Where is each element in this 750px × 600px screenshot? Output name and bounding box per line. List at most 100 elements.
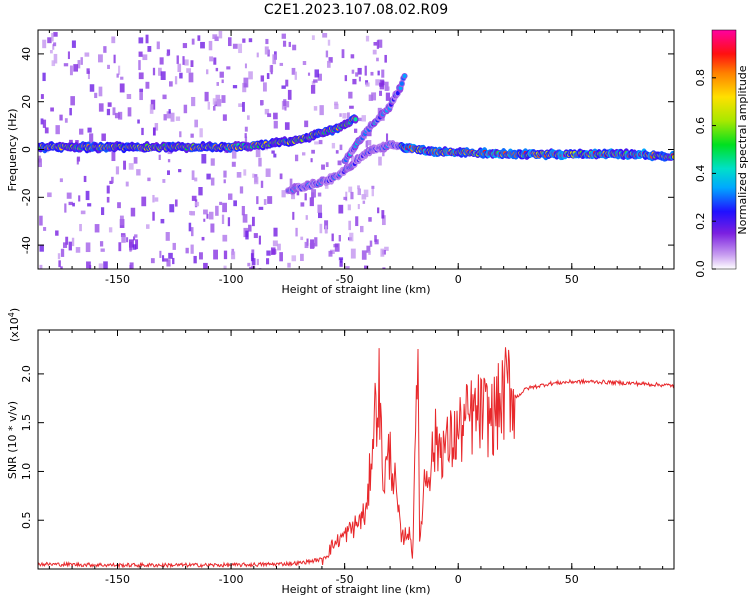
noise-speckle <box>172 257 175 265</box>
noise-speckle <box>326 60 331 68</box>
spectrogram-ytick-label: 0 <box>20 146 33 153</box>
noise-speckle <box>238 103 243 107</box>
chart-title: C2E1.2023.107.08.02.R09 <box>264 2 448 18</box>
noise-speckle <box>228 193 233 200</box>
noise-speckle <box>263 199 267 205</box>
noise-speckle <box>387 86 390 91</box>
noise-speckle <box>231 251 236 260</box>
noise-speckle <box>365 82 370 87</box>
noise-speckle <box>344 75 348 82</box>
noise-speckle <box>266 258 270 265</box>
noise-speckle <box>371 185 375 189</box>
noise-speckle <box>244 126 248 132</box>
noise-speckle <box>115 166 120 175</box>
noise-speckle <box>302 152 306 156</box>
noise-speckle <box>76 157 79 165</box>
noise-speckle <box>328 57 333 63</box>
colorbar-tick-label: 0.6 <box>694 117 707 135</box>
noise-speckle <box>291 255 297 262</box>
noise-speckle <box>376 40 379 49</box>
noise-speckle <box>381 210 385 219</box>
colorbar-tick-label: 0.8 <box>694 69 707 87</box>
noise-speckle <box>313 106 318 111</box>
noise-speckle <box>310 85 316 94</box>
noise-speckle <box>84 52 90 57</box>
noise-speckle <box>215 94 221 105</box>
spectrogram-xtick-label: -150 <box>105 273 130 286</box>
noise-speckle <box>365 35 370 42</box>
noise-speckle <box>203 209 208 215</box>
noise-speckle <box>334 243 340 252</box>
noise-speckle <box>371 92 377 101</box>
noise-speckle <box>179 131 182 138</box>
noise-speckle <box>139 88 144 92</box>
noise-speckle <box>242 101 245 112</box>
noise-speckle <box>147 46 152 52</box>
noise-speckle <box>322 33 328 38</box>
noise-speckle <box>285 79 289 87</box>
noise-speckle <box>89 84 95 92</box>
noise-speckle <box>80 210 86 215</box>
noise-speckle <box>87 70 90 80</box>
noise-speckle <box>357 117 362 122</box>
noise-speckle <box>59 114 63 121</box>
noise-speckle <box>86 68 90 74</box>
noise-speckle <box>363 189 369 198</box>
noise-speckle <box>273 120 278 129</box>
noise-speckle <box>319 105 324 116</box>
spectrogram-ytick-label: 40 <box>20 47 33 61</box>
noise-speckle <box>335 150 339 154</box>
snr-ytick-label: 0.5 <box>20 511 33 529</box>
noise-speckle <box>314 69 320 78</box>
noise-speckle <box>57 253 61 260</box>
snr-ytick-label: 2.0 <box>20 365 33 383</box>
noise-speckle <box>277 243 281 251</box>
noise-speckle <box>111 36 116 44</box>
noise-speckle <box>176 55 179 64</box>
noise-speckle <box>355 72 359 77</box>
noise-speckle <box>366 245 371 253</box>
noise-speckle <box>232 85 238 89</box>
noise-speckle <box>73 64 79 72</box>
noise-speckle <box>300 202 305 207</box>
noise-speckle <box>264 108 270 115</box>
noise-speckle <box>223 250 228 260</box>
noise-speckle <box>309 242 315 249</box>
noise-speckle <box>357 204 360 210</box>
noise-speckle <box>199 128 203 138</box>
noise-speckle <box>68 201 73 206</box>
noise-speckle <box>309 197 314 207</box>
noise-speckle <box>358 76 361 82</box>
noise-speckle <box>377 39 383 48</box>
noise-speckle <box>244 63 247 69</box>
noise-speckle <box>87 127 92 133</box>
noise-speckle <box>52 44 55 50</box>
noise-speckle <box>167 159 171 163</box>
noise-speckle <box>231 150 237 159</box>
noise-speckle <box>345 191 348 202</box>
noise-speckle <box>350 191 354 200</box>
noise-speckle <box>194 201 200 207</box>
noise-speckle <box>117 111 123 120</box>
noise-speckle <box>357 67 362 75</box>
noise-speckle <box>98 103 104 112</box>
noise-speckle <box>325 225 328 234</box>
spectrogram-ylabel: Frequency (Hz) <box>6 109 19 192</box>
noise-speckle <box>221 214 225 224</box>
noise-speckle <box>94 92 98 99</box>
colorbar-tick-label: 0.0 <box>694 260 707 278</box>
noise-speckle <box>384 54 387 63</box>
noise-speckle <box>350 155 355 164</box>
noise-speckle <box>311 149 315 154</box>
noise-speckle <box>368 217 372 222</box>
noise-speckle <box>62 242 68 248</box>
noise-speckle <box>265 38 269 45</box>
noise-speckle <box>267 196 273 204</box>
noise-speckle <box>216 82 220 86</box>
noise-speckle <box>382 267 386 269</box>
spectrogram-ytick-label: 20 <box>20 95 33 109</box>
noise-speckle <box>324 184 329 189</box>
noise-speckle <box>366 140 372 146</box>
noise-speckle <box>307 72 311 76</box>
noise-speckle <box>374 235 377 242</box>
